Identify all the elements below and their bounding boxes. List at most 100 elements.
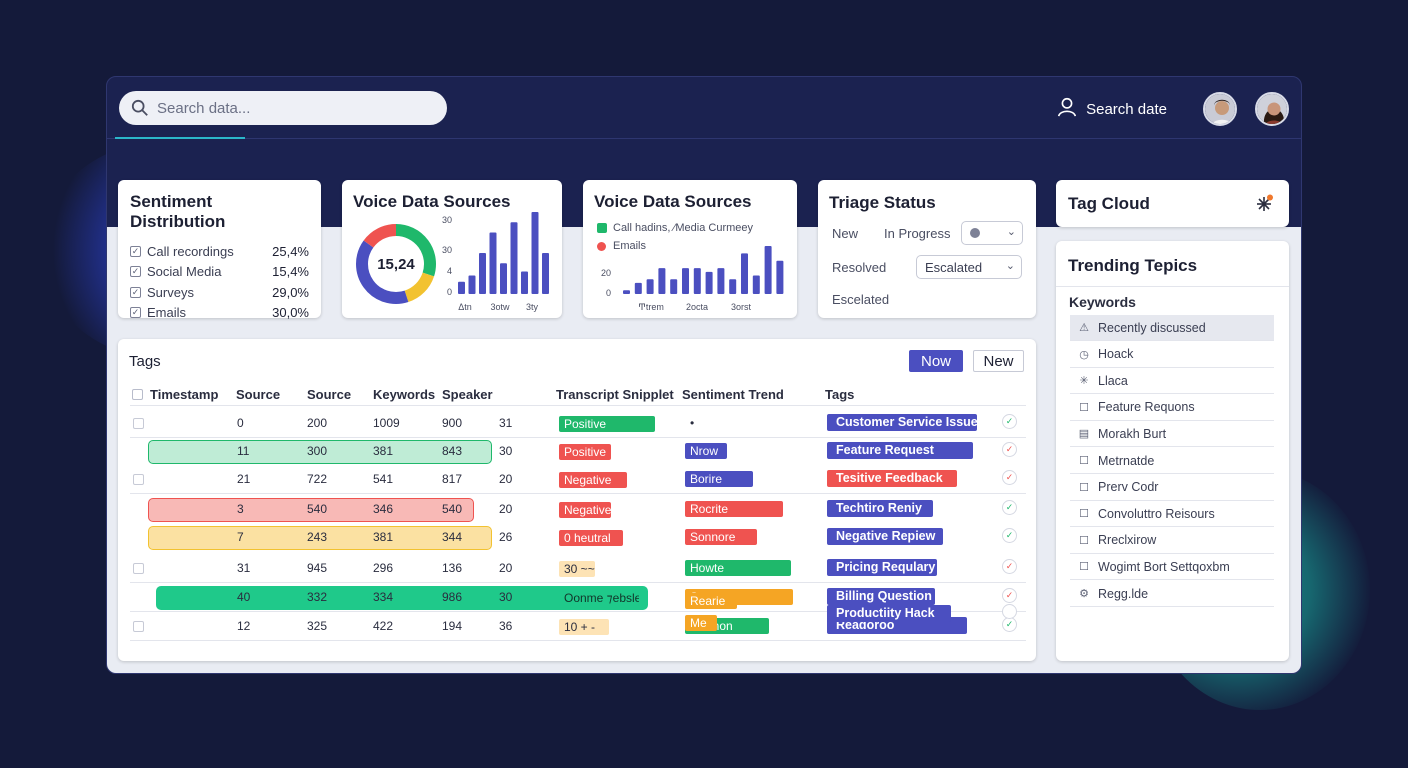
triage-in-progress-label[interactable]: In Progress bbox=[884, 226, 951, 241]
keyword-item[interactable]: ☐ Rreclxirow bbox=[1070, 528, 1274, 554]
trend-chip: Rocrite bbox=[685, 501, 783, 517]
checkbox-icon: ☐ bbox=[1079, 534, 1089, 547]
table-cell: 722 bbox=[307, 472, 328, 486]
table-cell: 26 bbox=[499, 530, 513, 544]
x-tick-label: 3otw bbox=[490, 302, 510, 312]
check-icon[interactable]: ✓ bbox=[1002, 414, 1017, 429]
trend-chip: Nrow bbox=[685, 443, 727, 459]
keyword-item[interactable]: ☐ Feature Requons bbox=[1070, 395, 1274, 421]
avatar[interactable] bbox=[1255, 92, 1289, 126]
table-cell: 332 bbox=[307, 590, 328, 604]
keyword-item[interactable]: ✳ Llaca bbox=[1070, 368, 1274, 395]
table-cell: 381 bbox=[373, 444, 394, 458]
keyword-item[interactable]: ⚠ Recently discussed bbox=[1070, 315, 1274, 341]
column-header[interactable]: Source bbox=[307, 387, 352, 402]
sentiment-badge: 0 heutral bbox=[559, 530, 623, 546]
checkbox-icon[interactable]: ✓ bbox=[130, 307, 141, 319]
x-tick-label: 3orst bbox=[731, 302, 752, 312]
keyword-label: Recently discussed bbox=[1098, 320, 1206, 335]
check-icon[interactable]: ✓ bbox=[1002, 470, 1017, 485]
checkbox-icon[interactable]: ✓ bbox=[130, 286, 141, 298]
sentiment-row[interactable]: ✓ Emails 30,0% bbox=[130, 305, 309, 321]
bar bbox=[729, 279, 737, 294]
checkbox-icon[interactable]: ✓ bbox=[130, 245, 141, 257]
tag-chip[interactable]: Negative Repiew bbox=[827, 528, 943, 545]
sentiment-badge: Negative bbox=[559, 502, 611, 518]
now-button[interactable]: Now bbox=[909, 350, 963, 372]
row-checkbox-icon[interactable] bbox=[133, 418, 144, 429]
table-cell: 31 bbox=[499, 416, 513, 430]
table-cell: 30 bbox=[499, 444, 513, 458]
tag-chip[interactable]: Techtiro Reniy bbox=[827, 500, 933, 517]
keyword-item[interactable]: ☐ Convoluttro Reisours bbox=[1070, 501, 1274, 528]
tag-chip[interactable]: Feature Request bbox=[827, 442, 973, 459]
row-highlight bbox=[148, 498, 474, 522]
sparkle-icon[interactable] bbox=[1254, 194, 1274, 219]
tag-chip[interactable]: Customer Service Issue bbox=[827, 414, 978, 431]
keyword-item[interactable]: ⚙ Regg.lde bbox=[1070, 581, 1274, 607]
bar bbox=[670, 279, 678, 294]
keyword-item[interactable]: ☐ Metrnatde bbox=[1070, 448, 1274, 474]
table-cell: 0 bbox=[237, 416, 244, 430]
card-title: Voice Data Sources bbox=[353, 192, 511, 211]
tag-chip[interactable]: Productiity Hack bbox=[827, 605, 951, 622]
tag-cloud-card: Tag Cloud bbox=[1056, 180, 1289, 227]
check-icon[interactable] bbox=[1002, 604, 1017, 619]
row-divider bbox=[130, 611, 1026, 612]
column-header[interactable]: Transcript Snipplet bbox=[556, 387, 674, 402]
row-checkbox-icon[interactable] bbox=[133, 621, 144, 632]
column-header[interactable]: Sentiment Trend bbox=[682, 387, 784, 402]
clock-icon: ◷ bbox=[1079, 348, 1089, 361]
header-checkbox-icon[interactable] bbox=[132, 389, 143, 400]
avatar[interactable] bbox=[1203, 92, 1237, 126]
search-icon bbox=[131, 99, 149, 117]
check-icon[interactable]: ✓ bbox=[1002, 500, 1017, 515]
escalated-select[interactable]: Escalated ⌄ bbox=[916, 255, 1022, 279]
column-header[interactable]: Keywords bbox=[373, 387, 436, 402]
active-tab-indicator bbox=[115, 137, 245, 139]
table-cell: 20 bbox=[499, 472, 513, 486]
search-input[interactable]: Search data... bbox=[119, 91, 447, 125]
check-icon[interactable]: ✓ bbox=[1002, 588, 1017, 603]
in-progress-toggle[interactable]: ⌄ bbox=[961, 221, 1023, 245]
new-button[interactable]: New bbox=[973, 350, 1024, 372]
user-icon[interactable] bbox=[1056, 96, 1078, 123]
voice-data-sources-card-2: Voice Data Sources Call hadins, ⁄Media C… bbox=[583, 180, 797, 318]
check-icon[interactable]: ✓ bbox=[1002, 442, 1017, 457]
keyword-item[interactable]: ◷ Hoack bbox=[1070, 342, 1274, 368]
column-header[interactable]: Speaker bbox=[442, 387, 493, 402]
sentiment-row[interactable]: ✓ Social Media 15,4% bbox=[130, 264, 309, 280]
triage-new-label[interactable]: New bbox=[832, 226, 859, 241]
card-title: Tag Cloud bbox=[1068, 194, 1150, 213]
check-icon[interactable]: ✓ bbox=[1002, 559, 1017, 574]
check-icon[interactable]: ✓ bbox=[1002, 528, 1017, 543]
row-highlight bbox=[148, 440, 492, 464]
tag-chip[interactable]: Pricing Requlary bbox=[827, 559, 937, 576]
check-icon[interactable]: ✓ bbox=[1002, 617, 1017, 632]
triage-escalated-label[interactable]: Escelated bbox=[832, 292, 890, 307]
table-cell: 30 bbox=[499, 590, 513, 604]
table-cell: 817 bbox=[442, 472, 463, 486]
triage-resolved-label[interactable]: Resolved bbox=[832, 260, 887, 275]
column-header[interactable]: Source bbox=[236, 387, 281, 402]
sentiment-row[interactable]: ✓ Call recordings 25,4% bbox=[130, 243, 309, 259]
voice-data-sources-card: Voice Data Sources 15,24 30 30 4 0 Δtn 3otw 3ty bbox=[342, 180, 562, 318]
checkbox-icon[interactable]: ✓ bbox=[130, 266, 141, 278]
row-checkbox-icon[interactable] bbox=[133, 563, 144, 574]
column-header[interactable]: Tags bbox=[825, 387, 855, 402]
keyword-item[interactable]: ▤ Morakh Burt bbox=[1070, 421, 1274, 448]
table-cell: 20 bbox=[499, 561, 513, 575]
table-cell: 381 bbox=[373, 530, 394, 544]
search-date-button[interactable]: Search date bbox=[1086, 100, 1167, 118]
tag-chip[interactable]: Billing Question bbox=[827, 588, 935, 605]
column-header[interactable]: Timestamp bbox=[150, 387, 219, 402]
top-bar: Search data... Search date bbox=[107, 77, 1301, 139]
keyword-item[interactable]: ☐ Prerv Codr bbox=[1070, 475, 1274, 501]
row-checkbox-icon[interactable] bbox=[133, 474, 144, 485]
table-cell: 541 bbox=[373, 472, 394, 486]
tag-chip[interactable]: Tesitive Feedback bbox=[827, 470, 957, 487]
keyword-item[interactable]: ☐ Wogimt Bort Settqoxbm bbox=[1070, 554, 1274, 581]
y-tick-label: 20 bbox=[601, 268, 611, 278]
sentiment-row[interactable]: ✓ Surveys 29,0% bbox=[130, 284, 309, 300]
card-title: Sentiment Distribution bbox=[130, 192, 226, 231]
